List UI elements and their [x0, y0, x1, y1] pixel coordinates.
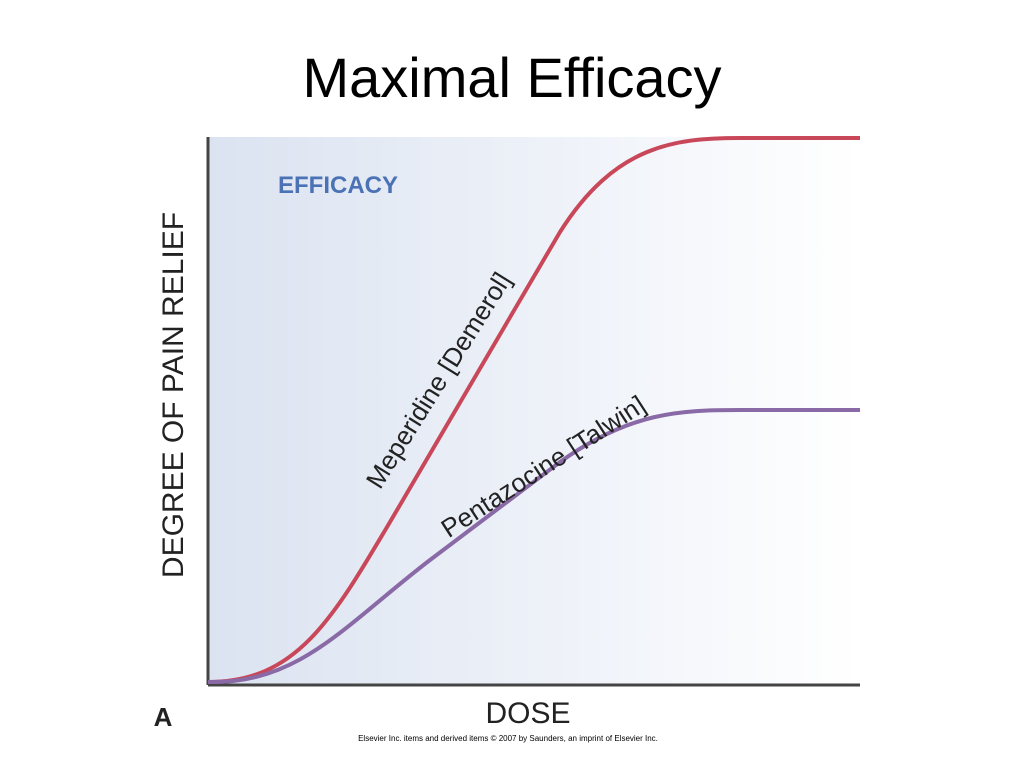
x-axis-label: DOSE — [485, 697, 570, 730]
credit: Elsevier Inc. items and derived items © … — [358, 734, 658, 743]
efficacy-annotation: EFFICACY — [278, 172, 398, 199]
pentazocine-curve — [207, 408, 860, 685]
meperidine-curve — [207, 136, 860, 684]
panel-label: A — [154, 702, 173, 732]
slide-title: Maximal Efficacy — [302, 46, 721, 109]
y-axis-label: DEGREE OF PAIN RELIEF — [157, 212, 190, 578]
